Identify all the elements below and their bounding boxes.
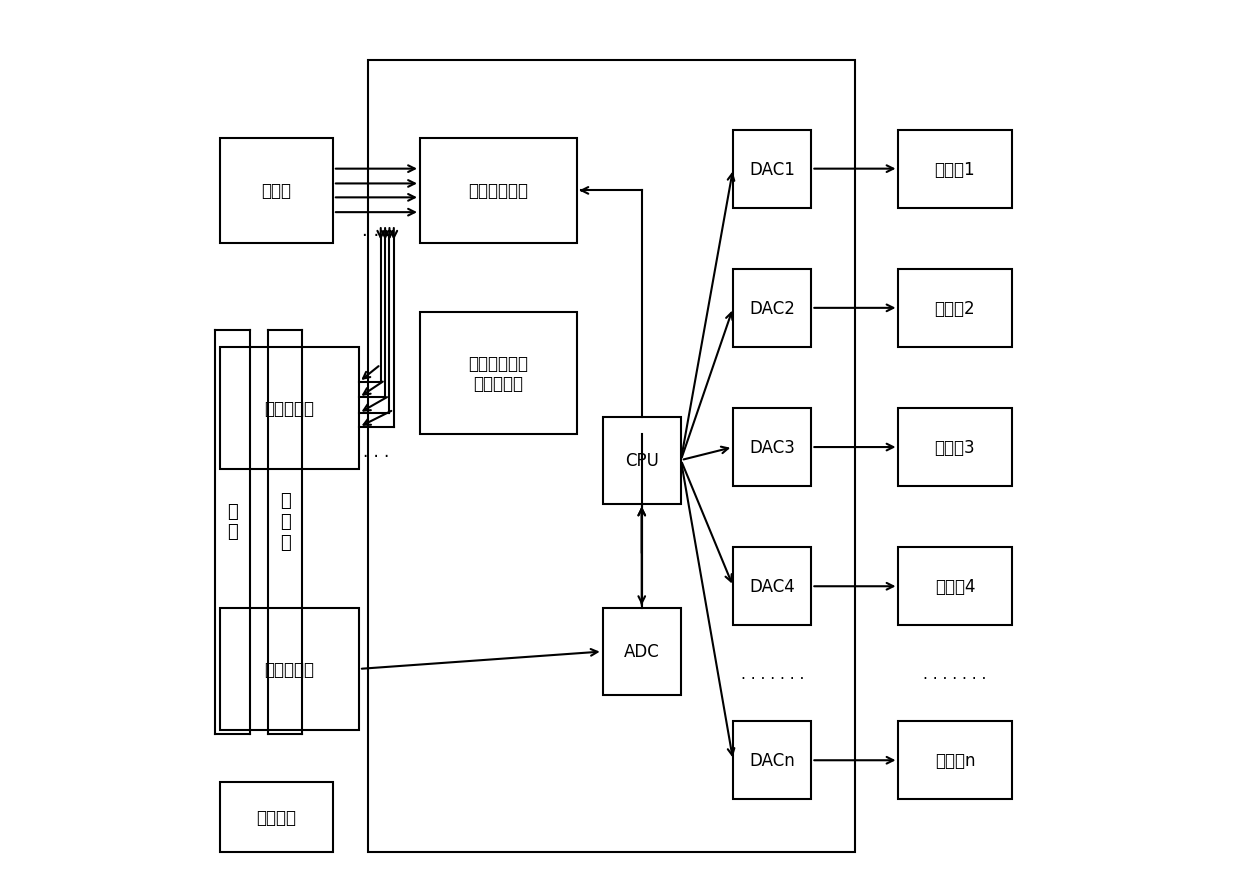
FancyBboxPatch shape xyxy=(733,721,811,799)
Text: DAC3: DAC3 xyxy=(749,439,795,456)
Text: DAC1: DAC1 xyxy=(749,161,795,178)
Text: . . .: . . . xyxy=(362,222,391,239)
Text: 铜
线: 铜 线 xyxy=(227,502,238,541)
Text: DACn: DACn xyxy=(749,752,795,769)
FancyBboxPatch shape xyxy=(733,408,811,487)
Text: . . . . . . .: . . . . . . . xyxy=(924,666,987,681)
FancyBboxPatch shape xyxy=(899,547,1012,626)
FancyBboxPatch shape xyxy=(733,269,811,348)
FancyBboxPatch shape xyxy=(733,130,811,209)
FancyBboxPatch shape xyxy=(899,721,1012,799)
FancyBboxPatch shape xyxy=(899,269,1012,348)
Text: CPU: CPU xyxy=(625,452,658,469)
Text: ADC: ADC xyxy=(624,643,660,660)
Text: 有源光缆信号
检测控制卡: 有源光缆信号 检测控制卡 xyxy=(469,355,528,393)
FancyBboxPatch shape xyxy=(899,130,1012,209)
FancyBboxPatch shape xyxy=(420,139,577,243)
Text: 电压表2: 电压表2 xyxy=(935,300,976,317)
Text: 电压表4: 电压表4 xyxy=(935,578,975,595)
FancyBboxPatch shape xyxy=(733,547,811,626)
Text: . . . . . . .: . . . . . . . xyxy=(740,666,804,681)
Text: 信号源: 信号源 xyxy=(262,182,291,200)
Text: 电压表1: 电压表1 xyxy=(935,161,976,178)
Text: 光发射模块: 光发射模块 xyxy=(264,400,315,417)
Text: . . .: . . . xyxy=(363,443,389,461)
Text: 有源光缆: 有源光缆 xyxy=(257,808,296,826)
Text: DAC2: DAC2 xyxy=(749,300,795,317)
FancyBboxPatch shape xyxy=(603,608,681,695)
Text: 电压表3: 电压表3 xyxy=(935,439,976,456)
FancyBboxPatch shape xyxy=(420,313,577,434)
FancyBboxPatch shape xyxy=(219,348,360,469)
FancyBboxPatch shape xyxy=(219,608,360,730)
Text: 电压表n: 电压表n xyxy=(935,752,975,769)
Text: 光
跳
线: 光 跳 线 xyxy=(280,492,290,551)
Text: 多路模拟开关: 多路模拟开关 xyxy=(469,182,528,200)
FancyBboxPatch shape xyxy=(219,782,332,852)
FancyBboxPatch shape xyxy=(899,408,1012,487)
Text: DAC4: DAC4 xyxy=(749,578,795,595)
FancyBboxPatch shape xyxy=(603,417,681,504)
FancyBboxPatch shape xyxy=(219,139,332,243)
Text: 光接收模块: 光接收模块 xyxy=(264,660,315,678)
